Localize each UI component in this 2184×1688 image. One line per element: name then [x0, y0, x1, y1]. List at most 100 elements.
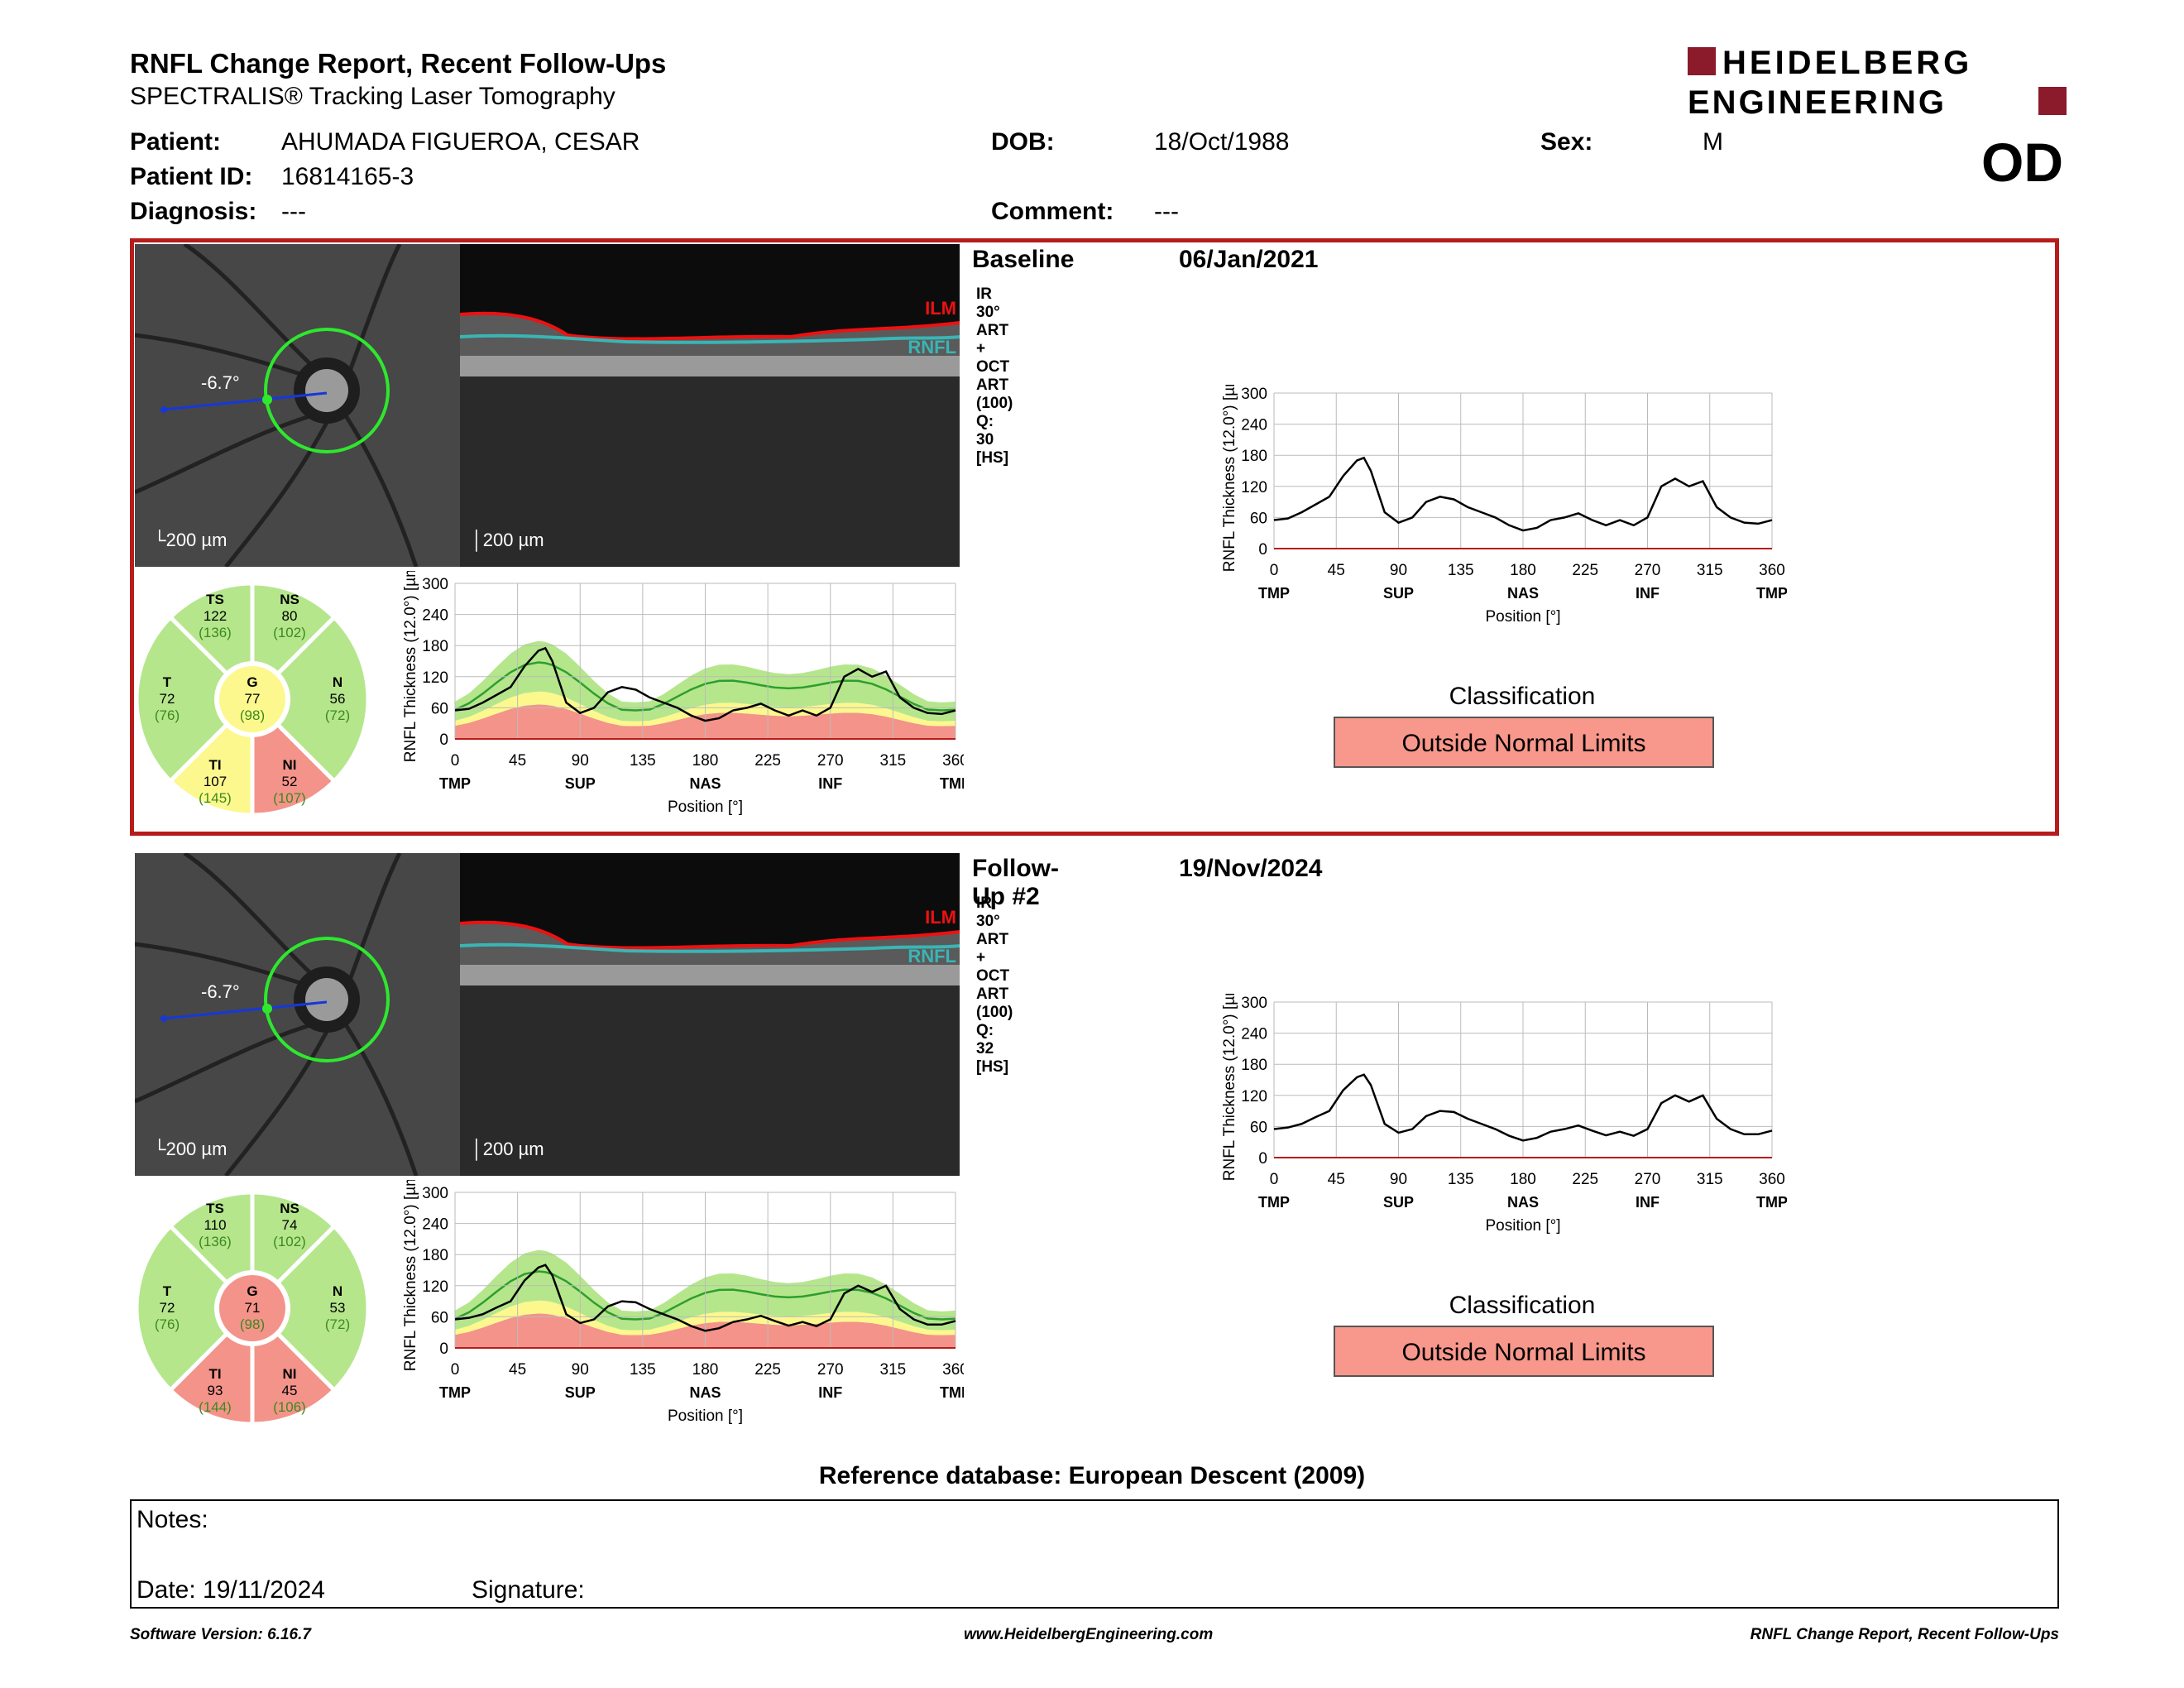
footer-report-name: RNFL Change Report, Recent Follow-Ups: [1750, 1626, 2059, 1643]
oct-bscan-image: ILM RNFL │200 µm: [460, 244, 960, 567]
thickness-line: [1273, 456, 1773, 532]
x-tick-label: 45: [1328, 562, 1345, 579]
y-tick-label: 300: [422, 1185, 448, 1202]
x-tick-label: 270: [1635, 562, 1661, 579]
scale-label: │200 µm: [472, 530, 544, 550]
y-tick-label: 180: [422, 638, 448, 655]
x-tick-label: 0: [451, 752, 460, 770]
x-region-label: NAS: [1507, 585, 1539, 602]
x-tick-label: 225: [1572, 1171, 1598, 1188]
svg-text:(72): (72): [325, 1316, 350, 1332]
y-tick-label: 60: [1250, 1119, 1267, 1136]
comment-value: ---: [1154, 198, 1179, 225]
acquisition-info: IR 30° ART + OCT ART (100) Q: 32 [HS]: [976, 894, 1013, 1076]
svg-text:45: 45: [282, 1383, 298, 1398]
y-tick-label: 0: [439, 1340, 448, 1358]
eye-indicator: OD: [1981, 132, 2063, 193]
scan-circle: [264, 328, 390, 453]
date-label: Date: 19/11/2024: [136, 1576, 325, 1604]
x-tick-label: 0: [451, 1361, 460, 1379]
baseline-highlight-frame: [130, 238, 2059, 836]
x-tick-label: 180: [692, 1361, 719, 1379]
sector-n: [249, 614, 371, 784]
notes-box[interactable]: [130, 1499, 2059, 1609]
scale-label: │200 µm: [472, 1139, 544, 1159]
y-tick-label: 60: [1250, 510, 1267, 527]
fundus-image: -6.7° └200 µm: [135, 244, 460, 567]
svg-text:ILM: ILM: [925, 298, 956, 319]
y-tick-label: 0: [1258, 1150, 1267, 1168]
sex-label: Sex:: [1540, 128, 1593, 156]
thickness-line: [454, 646, 956, 722]
svg-text:T: T: [163, 674, 172, 690]
x-region-label: TMP: [439, 775, 471, 792]
svg-text:TS: TS: [206, 592, 224, 607]
y-tick-label: 120: [1241, 1088, 1267, 1105]
thickness-trend-chart: 300 240 180 120 60 00 45 90 135 180 225 270 315 360 TM…: [1221, 994, 1787, 1235]
heidelberg-logo: HEIDELBERG ENGINEERING: [1688, 46, 2067, 120]
logo-line2: ENGINEERING: [1688, 84, 1947, 120]
x-axis-label: Position [°]: [1485, 1217, 1560, 1235]
svg-text:RNFL: RNFL: [908, 337, 956, 357]
x-tick-label: 315: [880, 752, 907, 770]
report-subtitle: SPECTRALIS® Tracking Laser Tomography: [130, 83, 615, 110]
report-title: RNFL Change Report, Recent Follow-Ups: [130, 48, 667, 79]
y-tick-label: 60: [431, 1309, 448, 1326]
y-tick-label: 300: [1241, 995, 1267, 1012]
normal-mean-line: [454, 1270, 956, 1321]
svg-text:(98): (98): [240, 1316, 265, 1332]
x-region-label: NAS: [1507, 1194, 1539, 1211]
thickness-trend-chart: 300 240 180 120 60 00 45 90 135 180 225 270 315 360 TM…: [1221, 385, 1787, 626]
svg-text:(136): (136): [199, 625, 232, 640]
acquisition-info: IR 30° ART + OCT ART (100) Q: 30 [HS]: [976, 285, 1013, 467]
svg-text:(106): (106): [273, 1399, 306, 1415]
x-tick-label: 315: [1697, 1171, 1723, 1188]
website-link[interactable]: www.HeidelbergEngineering.com: [964, 1626, 1214, 1643]
ilm-boundary: [460, 311, 960, 341]
x-region-label: SUP: [565, 1384, 596, 1401]
y-tick-label: 180: [1241, 1057, 1267, 1074]
x-tick-label: 180: [1510, 1171, 1536, 1188]
thickness-profile-chart: 300 240 180 120 60 00 45 90 135 180 225 270 315 360 TM…: [402, 1180, 964, 1425]
x-region-label: TMP: [940, 775, 964, 792]
x-region-label: TMP: [439, 1384, 471, 1401]
rnfl-boundary: [460, 333, 960, 344]
x-tick-label: 45: [509, 752, 526, 770]
svg-text:53: 53: [330, 1300, 346, 1316]
x-region-label: NAS: [689, 1384, 721, 1401]
logo-line1: HEIDELBERG: [1722, 46, 1972, 81]
scale-label: └200 µm: [153, 1139, 228, 1159]
x-tick-label: 315: [1697, 562, 1723, 579]
rnfl-boundary: [460, 942, 960, 953]
visit-date: 19/Nov/2024: [1179, 855, 1323, 882]
y-tick-label: 240: [1241, 417, 1267, 434]
y-tick-label: 240: [422, 607, 448, 625]
svg-text:NS: NS: [280, 1201, 299, 1216]
visit-label: Follow-Up #2: [972, 855, 1059, 910]
thickness-line: [1273, 1073, 1773, 1142]
fovea-disc-line: [163, 391, 328, 411]
x-tick-label: 270: [817, 1361, 844, 1379]
x-region-label: INF: [818, 775, 842, 792]
svg-text:72: 72: [160, 691, 175, 707]
x-region-label: NAS: [689, 775, 721, 792]
sector-n: [249, 1223, 371, 1393]
x-tick-label: 180: [692, 752, 719, 770]
svg-text:(145): (145): [199, 790, 232, 806]
visit-date: 06/Jan/2021: [1179, 246, 1319, 273]
fundus-image: -6.7° └200 µm: [135, 853, 460, 1176]
x-tick-label: 315: [880, 1361, 907, 1379]
y-tick-label: 120: [422, 1278, 448, 1296]
sector-t: [134, 614, 256, 784]
x-tick-label: 135: [630, 752, 656, 770]
y-tick-label: 120: [1241, 479, 1267, 496]
x-tick-label: 0: [1270, 562, 1279, 579]
x-tick-label: 360: [1759, 1171, 1785, 1188]
x-region-label: TMP: [1258, 1194, 1290, 1211]
x-tick-label: 90: [572, 1361, 589, 1379]
scale-label: └200 µm: [153, 530, 228, 550]
x-tick-label: 270: [1635, 1171, 1661, 1188]
svg-text:T: T: [163, 1283, 172, 1299]
x-tick-label: 360: [1759, 562, 1785, 579]
